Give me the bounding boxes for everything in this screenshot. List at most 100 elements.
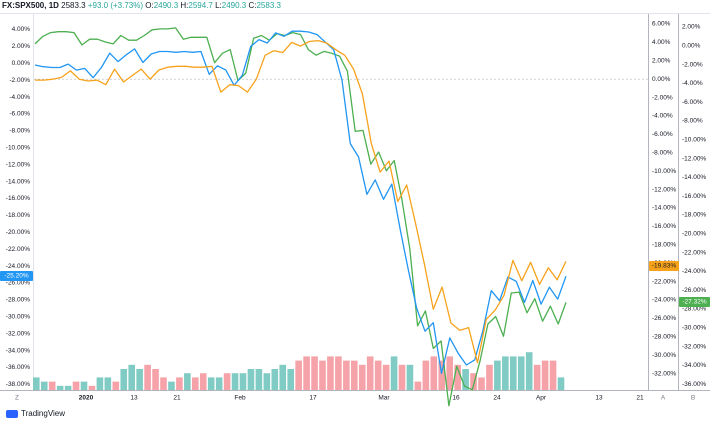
right-axis-tick: -6.00% xyxy=(682,99,703,106)
low-label: L: xyxy=(215,1,222,10)
left-axis-tick: -2.00% xyxy=(9,77,30,84)
right-axis-tick: -36.00% xyxy=(682,381,706,388)
mid-axis-tick: 0.00% xyxy=(652,76,671,83)
time-axis-tick: 17 xyxy=(309,395,317,402)
volume-bar xyxy=(144,364,151,390)
volume-bar xyxy=(406,364,414,390)
left-axis-tick: 0.00% xyxy=(12,60,31,67)
series-line-left xyxy=(34,30,567,375)
volume-bar xyxy=(239,373,247,390)
volume-bar xyxy=(207,377,215,390)
mid-axis-tick: -18.00% xyxy=(652,242,676,249)
volume-bar xyxy=(390,356,398,390)
volume-bar xyxy=(247,369,255,390)
volume-bar xyxy=(303,356,310,390)
time-axis-tick: Mar xyxy=(378,395,390,402)
last-price: 2583.3 xyxy=(61,1,86,10)
mid-axis-tick: -2.00% xyxy=(652,94,673,101)
volume-bar xyxy=(215,377,223,390)
mid-axis-tick: -32.00% xyxy=(652,370,676,377)
mid-axis-tick: 6.00% xyxy=(652,21,671,28)
volume-bar xyxy=(80,381,88,390)
volume-bar xyxy=(351,360,358,390)
volume-bar xyxy=(533,364,541,390)
mid-axis-tick: -8.00% xyxy=(652,150,673,157)
open-label: O: xyxy=(145,1,154,10)
volume-bar xyxy=(120,369,128,390)
left-axis-tick: -14.00% xyxy=(6,178,30,185)
time-axis-tick: 21 xyxy=(173,395,181,402)
right-axis-tick: 2.00% xyxy=(682,24,701,31)
right-last-badge-bg xyxy=(679,297,710,307)
right-axis-tick: -18.00% xyxy=(682,212,706,219)
volume-bar xyxy=(446,356,453,390)
volume-bar xyxy=(374,360,382,390)
axis-corner-left: Z xyxy=(15,395,19,402)
time-axis: 2020 13 21 Feb 17 Mar 16 24 Apr 13 21 Z A B xyxy=(15,395,695,402)
volume-bar xyxy=(192,377,199,390)
left-axis-tick: -22.00% xyxy=(6,246,30,253)
volume-bar xyxy=(335,356,342,390)
left-axis-tick: -18.00% xyxy=(6,212,30,219)
volume-bar xyxy=(40,381,48,390)
mid-axis-tick: -12.00% xyxy=(652,186,676,193)
volume-bar xyxy=(48,381,56,390)
left-axis: 4.00% 2.00% 0.00% -2.00% -4.00% -6.00% -8.00% -… xyxy=(6,26,30,388)
tradingview-logo[interactable]: TradingView xyxy=(6,409,65,418)
left-axis-tick: 2.00% xyxy=(12,43,31,50)
volume-bar xyxy=(279,364,287,390)
time-axis-tick: Apr xyxy=(536,395,547,402)
volume-bar xyxy=(430,356,438,390)
time-axis-tick: 16 xyxy=(452,395,460,402)
mid-axis-tick: -6.00% xyxy=(652,131,673,138)
right-axis-tick: -2.00% xyxy=(682,61,703,68)
volume-bar xyxy=(454,364,461,390)
time-axis-tick: 2020 xyxy=(79,395,94,402)
left-axis-tick: -24.00% xyxy=(6,263,30,270)
left-axis-tick: -12.00% xyxy=(6,161,30,168)
right-axis-tick: -22.00% xyxy=(682,249,706,256)
volume-bar xyxy=(319,360,326,390)
left-axis-tick: -32.00% xyxy=(6,330,30,337)
right-axis-tick: -20.00% xyxy=(682,231,706,238)
volume-bar xyxy=(414,381,422,390)
right-axis-tick: -16.00% xyxy=(682,193,706,200)
mid-axis-tick: -14.00% xyxy=(652,205,676,212)
mid-axis-tick: -22.00% xyxy=(652,278,676,285)
mid-axis-tick: -28.00% xyxy=(652,334,676,341)
volume-bar xyxy=(88,385,96,390)
volume-bar xyxy=(541,360,549,390)
axis-corner-mid: A xyxy=(661,395,666,402)
left-axis-tick: -34.00% xyxy=(6,347,30,354)
left-last-badge-bg xyxy=(0,271,33,281)
volume-bar xyxy=(176,377,183,390)
high-value: 2594.7 xyxy=(188,1,213,10)
left-axis-tick: -4.00% xyxy=(9,94,30,101)
volume-bar xyxy=(382,364,390,390)
left-axis-tick: -6.00% xyxy=(9,111,30,118)
mid-axis-tick: 2.00% xyxy=(652,58,671,65)
volume-bar xyxy=(478,377,485,390)
left-axis-tick: -26.00% xyxy=(6,280,30,287)
volume-bar xyxy=(112,381,120,390)
left-axis-tick: 4.00% xyxy=(12,26,31,33)
mid-axis-tick: -30.00% xyxy=(652,352,676,359)
volume-bar xyxy=(398,364,406,390)
volume-bar xyxy=(271,369,279,390)
right-last-badge-text: -27.32% xyxy=(682,299,706,306)
symbol-label[interactable]: FX:SPX500, 1D xyxy=(2,1,59,10)
left-axis-tick: -10.00% xyxy=(6,145,30,152)
volume-bar xyxy=(104,377,112,390)
right-axis-tick: -8.00% xyxy=(682,118,703,125)
time-axis-tick: 21 xyxy=(636,395,644,402)
volume-bar xyxy=(549,360,557,390)
mid-last-badge-bg xyxy=(649,261,679,271)
volume-bar xyxy=(557,377,565,390)
volume-bar xyxy=(462,369,469,390)
left-axis-tick: -16.00% xyxy=(6,195,30,202)
mid-last-badge-text: -19.83% xyxy=(652,263,676,270)
time-axis-tick: 13 xyxy=(595,395,603,402)
volume-bar xyxy=(343,360,350,390)
series-line-mid xyxy=(35,39,567,364)
